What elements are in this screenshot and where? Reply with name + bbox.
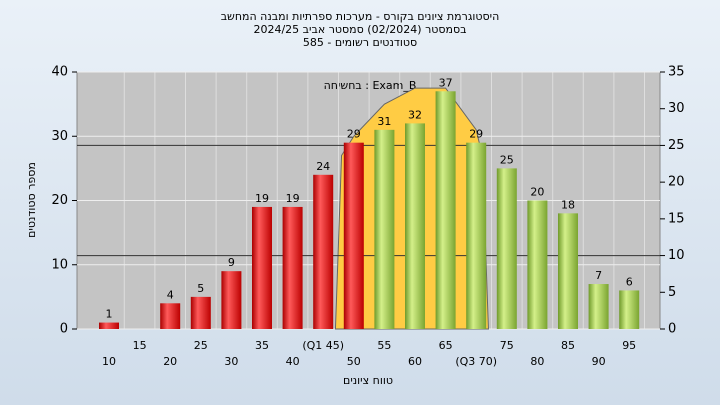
bar xyxy=(160,303,181,329)
x-tick-label: 30 xyxy=(224,355,238,368)
value-label: 32 xyxy=(408,108,422,121)
y-tick-label: 40 xyxy=(51,65,68,80)
y2-tick-label: 30 xyxy=(668,101,685,116)
x-tick-label: 75 xyxy=(500,339,514,352)
bar xyxy=(619,290,640,329)
y2-tick-label: 20 xyxy=(668,175,685,190)
value-label: 18 xyxy=(561,198,575,211)
y-axis-label: מספר סטודנטים xyxy=(25,162,38,238)
annotation: בחשיחה : Exam_B xyxy=(324,79,417,92)
bar xyxy=(374,129,395,329)
x-tick-label: 85 xyxy=(561,339,575,352)
x-tick-label: 60 xyxy=(408,355,422,368)
value-label: 29 xyxy=(347,128,361,141)
x-tick-label: 20 xyxy=(163,355,177,368)
value-label: 20 xyxy=(530,186,544,199)
value-label: 19 xyxy=(286,192,300,205)
value-label: 31 xyxy=(377,115,391,128)
x-tick-label: 25 xyxy=(194,339,208,352)
x-tick-label: (Q3 70) xyxy=(455,355,497,368)
y2-tick-label: 0 xyxy=(668,322,676,337)
x-tick-label: 80 xyxy=(530,355,544,368)
y2-tick-label: 10 xyxy=(668,248,685,263)
x-tick-label: 55 xyxy=(377,339,391,352)
bar xyxy=(252,206,272,329)
x-tick-label: 40 xyxy=(286,355,300,368)
y2-tick-label: 25 xyxy=(668,138,685,153)
value-label: 9 xyxy=(228,256,235,269)
value-label: 24 xyxy=(316,160,330,173)
bar xyxy=(190,296,211,329)
y-tick-label: 10 xyxy=(51,257,68,272)
x-tick-label: 50 xyxy=(347,355,361,368)
x-tick-label: 15 xyxy=(133,339,147,352)
value-label: 5 xyxy=(197,282,204,295)
bar xyxy=(405,123,425,330)
bar xyxy=(282,206,303,329)
value-label: 37 xyxy=(439,76,453,89)
title-line: בסמסטר (02/2024) סמסטר אביב 2024/25 xyxy=(253,23,466,36)
value-label: 7 xyxy=(595,269,602,282)
x-tick-label: (Q1 45) xyxy=(302,339,344,352)
bar xyxy=(466,142,487,329)
bar xyxy=(496,168,517,329)
y-tick-label: 30 xyxy=(51,129,68,144)
x-tick-label: 95 xyxy=(622,339,636,352)
y2-tick-label: 5 xyxy=(668,285,676,300)
y-tick-label: 20 xyxy=(51,193,68,208)
x-tick-label: 90 xyxy=(592,355,606,368)
bar xyxy=(527,200,548,329)
title-line: היסטוגרמת ציונים בקורס - מערכות ספרתיות … xyxy=(221,10,500,23)
x-axis-label: טווח ציונים xyxy=(343,374,393,387)
y2-tick-label: 35 xyxy=(668,65,685,80)
value-label: 25 xyxy=(500,153,514,166)
title-line: סטודנטים רשומים - 585 xyxy=(303,36,417,49)
bar xyxy=(588,284,609,329)
value-label: 1 xyxy=(106,308,113,321)
value-label: 29 xyxy=(469,128,483,141)
bar xyxy=(435,91,456,330)
x-tick-label: 10 xyxy=(102,355,116,368)
y-tick-label: 0 xyxy=(60,322,68,337)
value-label: 4 xyxy=(167,288,174,301)
value-label: 19 xyxy=(255,192,269,205)
x-tick-label: 65 xyxy=(439,339,453,352)
bar xyxy=(99,322,119,329)
bar xyxy=(343,142,364,329)
x-tick-label: 35 xyxy=(255,339,269,352)
bar xyxy=(313,174,334,329)
bar xyxy=(558,213,578,329)
value-label: 6 xyxy=(626,275,633,288)
y2-tick-label: 15 xyxy=(668,211,685,226)
bar xyxy=(221,271,242,329)
